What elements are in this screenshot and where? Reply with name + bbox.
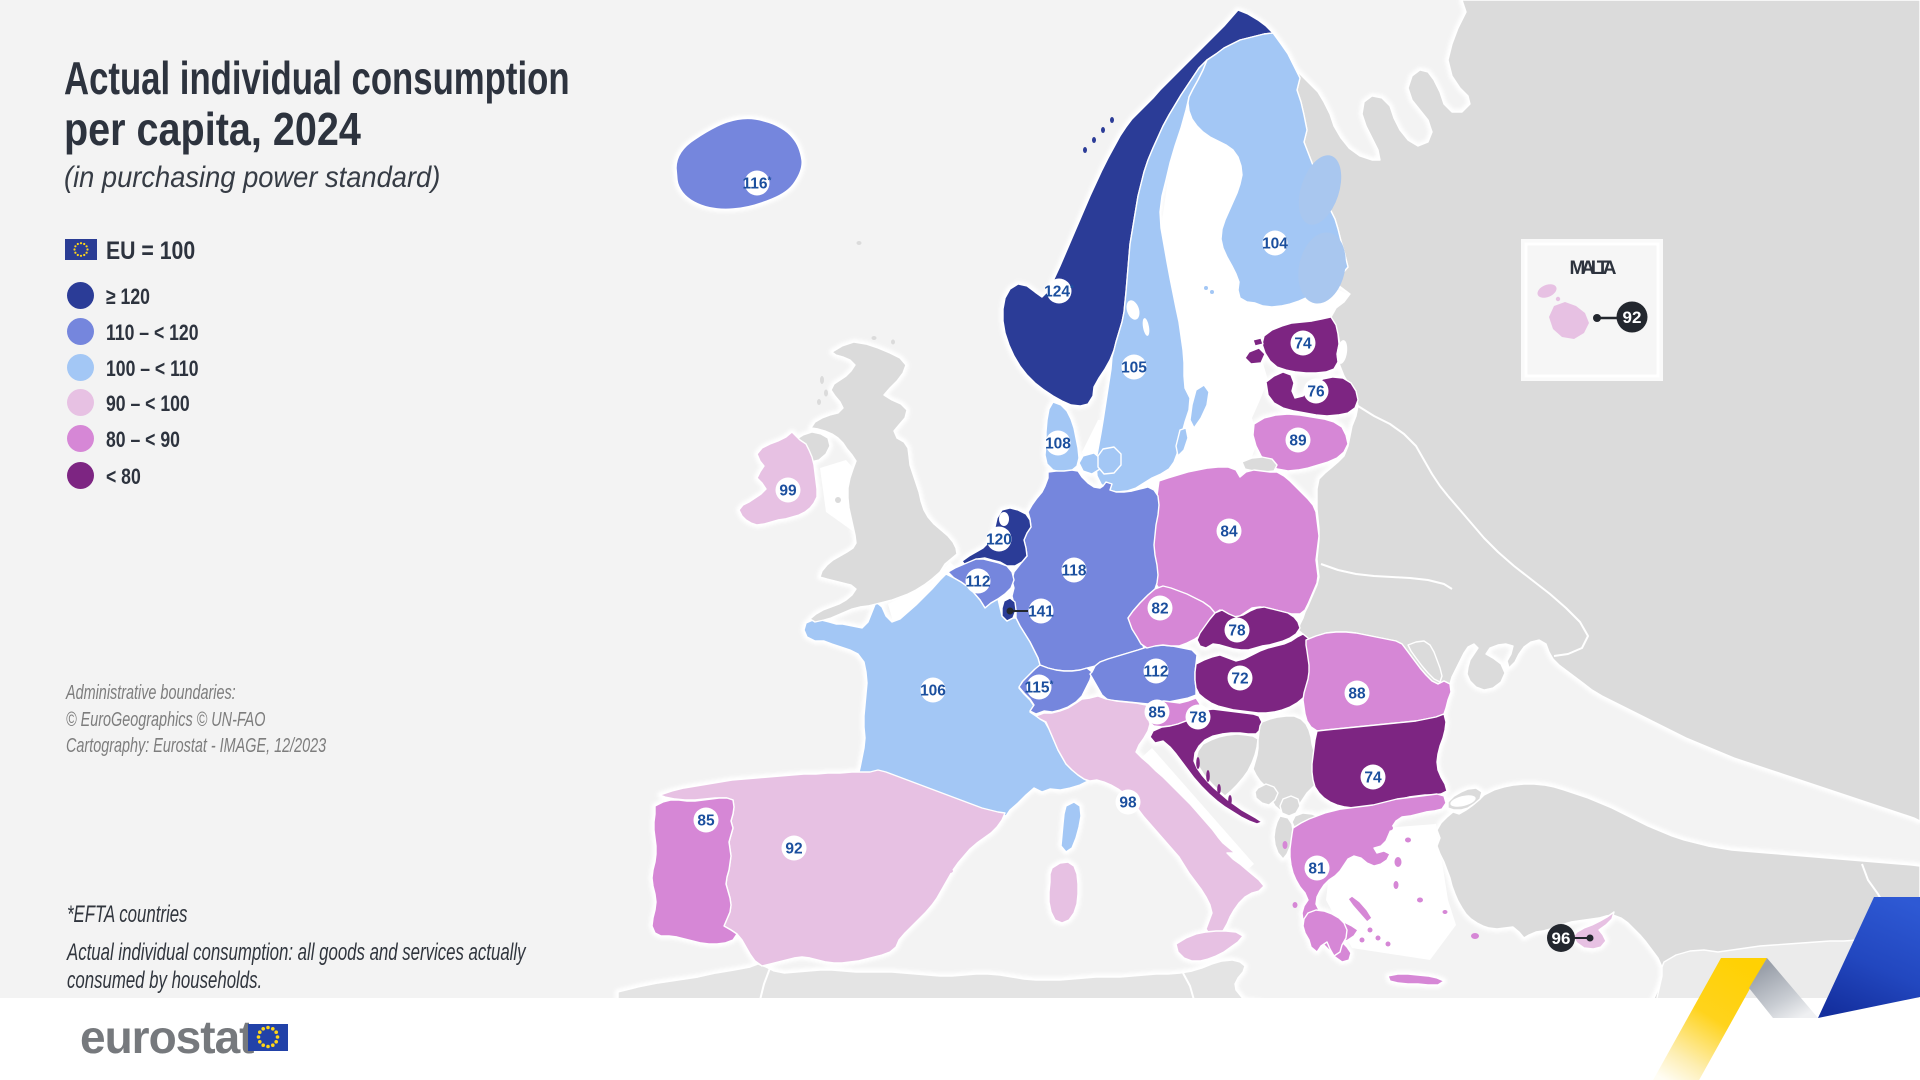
- svg-text:115*: 115*: [1025, 679, 1054, 696]
- svg-text:MALTA: MALTA: [1570, 258, 1617, 279]
- svg-text:85: 85: [697, 812, 715, 829]
- svg-text:eurostat: eurostat: [80, 1011, 254, 1063]
- svg-text:78: 78: [1228, 622, 1246, 639]
- svg-text:99: 99: [779, 482, 797, 499]
- svg-text:89: 89: [1289, 432, 1307, 449]
- svg-text:112: 112: [1143, 663, 1168, 680]
- svg-text:98: 98: [1119, 794, 1137, 811]
- svg-text:85: 85: [1148, 704, 1166, 721]
- svg-text:105: 105: [1121, 359, 1147, 376]
- svg-text:74: 74: [1364, 769, 1382, 786]
- svg-text:78: 78: [1189, 709, 1207, 726]
- svg-text:141: 141: [1028, 603, 1054, 620]
- svg-text:96: 96: [1552, 929, 1571, 948]
- svg-text:82: 82: [1151, 600, 1168, 617]
- svg-text:116*: 116*: [743, 175, 772, 192]
- svg-text:76: 76: [1307, 383, 1325, 400]
- svg-text:124*: 124*: [1044, 283, 1074, 300]
- svg-text:112: 112: [965, 573, 990, 590]
- svg-text:88: 88: [1348, 685, 1366, 702]
- svg-text:118: 118: [1061, 562, 1086, 579]
- svg-text:81: 81: [1308, 860, 1326, 877]
- svg-text:92: 92: [785, 840, 802, 857]
- svg-text:104: 104: [1262, 235, 1288, 252]
- svg-text:92: 92: [1623, 308, 1642, 327]
- svg-text:84: 84: [1220, 523, 1238, 540]
- svg-text:120: 120: [986, 531, 1012, 548]
- svg-text:72: 72: [1231, 670, 1248, 687]
- svg-text:74: 74: [1294, 335, 1312, 352]
- svg-text:108: 108: [1045, 435, 1071, 452]
- svg-text:106: 106: [920, 682, 946, 699]
